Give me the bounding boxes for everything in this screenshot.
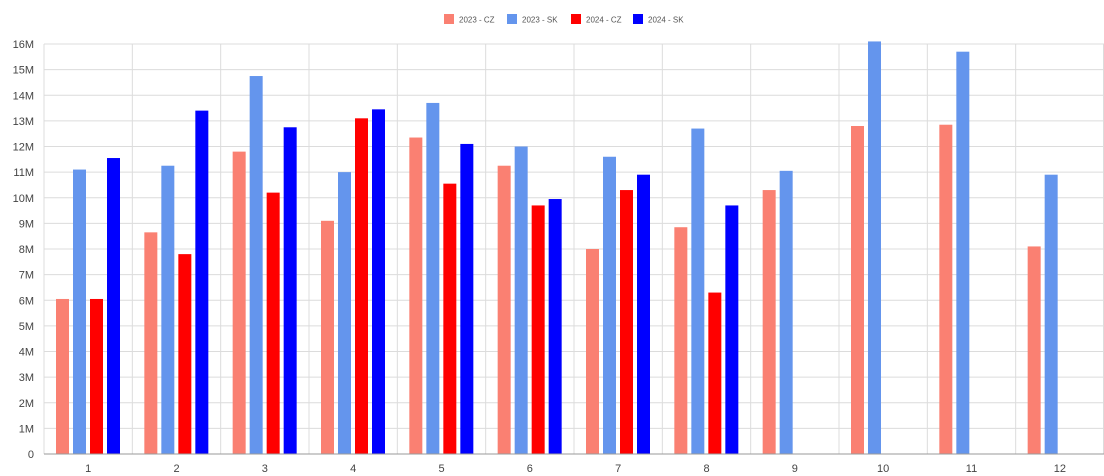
y-tick-label: 10M — [13, 193, 34, 205]
legend-swatch — [571, 14, 581, 24]
y-tick-label: 12M — [13, 142, 34, 154]
bar-2024-cz-8[interactable] — [708, 292, 722, 454]
y-tick-label: 1M — [19, 423, 34, 435]
bar-2024-sk-6[interactable] — [548, 199, 562, 454]
y-tick-label: 16M — [13, 39, 34, 51]
bar-2023-cz-9[interactable] — [762, 190, 776, 454]
x-tick-label: 6 — [527, 463, 533, 475]
bar-2024-cz-5[interactable] — [443, 183, 457, 454]
bar-2023-sk-6[interactable] — [514, 146, 528, 455]
y-tick-label: 8M — [19, 244, 34, 256]
bar-2024-cz-6[interactable] — [531, 205, 545, 454]
legend-swatch — [507, 14, 517, 24]
legend-item[interactable]: 2024 - CZ — [571, 14, 622, 25]
bar-2024-sk-5[interactable] — [460, 143, 474, 454]
x-tick-label: 1 — [85, 463, 91, 475]
legend-label: 2023 - SK — [522, 16, 558, 25]
bar-2023-cz-8[interactable] — [674, 227, 688, 454]
bar-2023-sk-2[interactable] — [161, 165, 175, 454]
x-tick-label: 10 — [877, 463, 889, 475]
y-tick-label: 0 — [28, 449, 34, 461]
bar-2023-sk-8[interactable] — [691, 128, 705, 454]
axes: 0 1M 2M 3M 4M 5M 6M 7M 8M 9M 10M 11M 12M 13M 14M 15M 16M… — [13, 39, 1104, 475]
y-tick-label: 5M — [19, 321, 34, 333]
bar-2024-cz-7[interactable] — [620, 190, 633, 454]
bar-2023-cz-2[interactable] — [144, 232, 158, 454]
legend-swatch — [633, 14, 643, 24]
x-tick-label: 5 — [438, 463, 444, 475]
bar-2024-cz-4[interactable] — [355, 118, 368, 454]
y-tick-label: 9M — [19, 218, 34, 230]
y-tick-label: 4M — [19, 347, 34, 359]
y-tick-label: 6M — [19, 295, 34, 307]
legend: 2023 - CZ 2023 - SK 2024 - CZ 2024 - SK — [444, 14, 684, 25]
bar-2023-cz-11[interactable] — [939, 124, 953, 454]
bar-2023-sk-4[interactable] — [338, 172, 351, 454]
legend-item[interactable]: 2023 - SK — [507, 14, 558, 25]
x-tick-label: 3 — [262, 463, 268, 475]
y-tick-label: 7M — [19, 270, 34, 282]
y-tick-label: 14M — [13, 90, 34, 102]
bar-2024-sk-3[interactable] — [283, 127, 297, 454]
legend-item[interactable]: 2023 - CZ — [444, 14, 495, 25]
legend-label: 2024 - CZ — [586, 16, 622, 25]
bar-2023-sk-5[interactable] — [426, 102, 440, 454]
x-tick-label: 8 — [703, 463, 709, 475]
x-tick-label: 4 — [350, 463, 356, 475]
bar-2024-cz-1[interactable] — [90, 298, 103, 454]
bar-2023-cz-1[interactable] — [56, 298, 69, 454]
bar-2023-sk-10[interactable] — [868, 41, 881, 454]
bars — [56, 41, 1058, 454]
bar-2024-sk-1[interactable] — [107, 158, 120, 454]
x-tick-label: 2 — [173, 463, 179, 475]
bar-2023-sk-12[interactable] — [1044, 174, 1058, 454]
y-tick-label: 11M — [13, 167, 34, 179]
y-tick-label: 13M — [13, 116, 34, 128]
bar-2023-cz-3[interactable] — [232, 151, 246, 454]
y-tick-label: 3M — [19, 372, 34, 384]
x-tick-label: 12 — [1054, 463, 1066, 475]
bar-2024-sk-7[interactable] — [637, 174, 650, 454]
y-tick-label: 2M — [19, 398, 34, 410]
bar-2023-sk-1[interactable] — [73, 169, 86, 454]
bar-2024-sk-2[interactable] — [195, 110, 209, 454]
bar-2023-sk-9[interactable] — [779, 170, 793, 454]
y-tick-label: 15M — [13, 65, 34, 77]
legend-item[interactable]: 2024 - SK — [633, 14, 684, 25]
bar-2023-sk-7[interactable] — [603, 156, 616, 454]
bar-2024-cz-3[interactable] — [266, 192, 280, 454]
legend-label: 2024 - SK — [648, 16, 684, 25]
x-tick-label: 9 — [792, 463, 798, 475]
x-tick-label: 11 — [966, 463, 977, 475]
bar-2023-sk-11[interactable] — [956, 51, 970, 454]
bar-2023-cz-4[interactable] — [321, 220, 334, 454]
legend-swatch — [444, 14, 454, 24]
bar-2023-cz-5[interactable] — [409, 137, 423, 454]
grid — [43, 43, 1104, 455]
bar-2024-sk-8[interactable] — [725, 205, 739, 454]
bar-2023-cz-12[interactable] — [1027, 246, 1041, 454]
x-tick-label: 7 — [615, 463, 621, 475]
legend-label: 2023 - CZ — [459, 16, 495, 25]
bar-2023-cz-6[interactable] — [497, 165, 511, 454]
bar-2023-cz-10[interactable] — [851, 126, 864, 454]
bar-2023-sk-3[interactable] — [249, 76, 263, 454]
bar-2024-cz-2[interactable] — [178, 254, 192, 454]
bar-2023-cz-7[interactable] — [586, 249, 599, 454]
bar-2024-sk-4[interactable] — [372, 109, 385, 454]
